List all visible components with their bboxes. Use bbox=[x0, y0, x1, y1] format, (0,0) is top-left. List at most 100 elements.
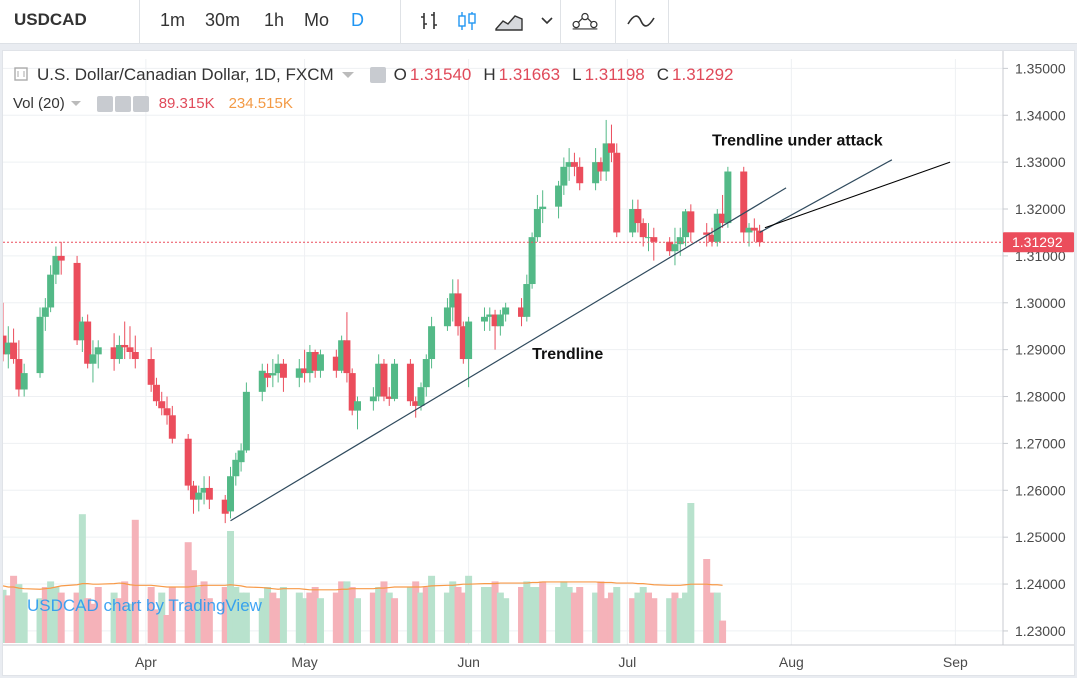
area-style-icon[interactable] bbox=[494, 6, 524, 36]
candle-body bbox=[221, 499, 229, 514]
volume-bar bbox=[274, 598, 282, 643]
time-tick-label: Apr bbox=[135, 654, 157, 670]
volume-bar bbox=[666, 598, 674, 643]
volume-bar bbox=[110, 592, 118, 643]
candle-body bbox=[264, 373, 272, 378]
interval-1m-button[interactable]: 1m bbox=[160, 10, 186, 30]
volume-bar bbox=[629, 598, 637, 643]
volume-bar bbox=[147, 587, 155, 643]
candle-body bbox=[375, 363, 383, 397]
candle-body bbox=[89, 354, 97, 364]
candle-body bbox=[645, 237, 653, 239]
volume-bar bbox=[428, 575, 436, 643]
volume-bar bbox=[486, 587, 494, 643]
last-price-value: 1.31292 bbox=[1012, 234, 1063, 250]
volume-bar bbox=[687, 503, 695, 643]
series-menu-chevron-icon[interactable] bbox=[340, 69, 356, 81]
chart-panel[interactable]: Trendline Trendline under attack 1.35000… bbox=[2, 50, 1075, 676]
candle-body bbox=[607, 143, 615, 153]
volume-title: Vol (20) bbox=[13, 95, 65, 112]
high-value: 1.31663 bbox=[498, 65, 561, 84]
interval-mo-button[interactable]: Mo bbox=[304, 10, 330, 30]
volume-bar bbox=[57, 592, 65, 643]
volume-bar bbox=[269, 592, 277, 643]
candle-body bbox=[332, 356, 340, 371]
candle-body bbox=[533, 209, 541, 238]
candle-body bbox=[629, 209, 637, 233]
volume-menu-chevron-icon[interactable] bbox=[69, 99, 83, 109]
volume-bar bbox=[703, 559, 711, 643]
indicators-icon[interactable] bbox=[570, 6, 600, 36]
candle-body bbox=[311, 352, 319, 371]
candle-body bbox=[15, 359, 23, 390]
price-chart[interactable]: Trendline Trendline under attack 1.35000… bbox=[3, 51, 1074, 675]
candle-style-icon[interactable] bbox=[452, 6, 482, 36]
candle-body bbox=[52, 255, 60, 275]
interval-30m-button[interactable]: 30m bbox=[205, 10, 241, 30]
volume-bar bbox=[555, 587, 563, 643]
volume-bar bbox=[36, 598, 44, 643]
volume-bar bbox=[634, 592, 642, 643]
symbol-search[interactable]: USDCAD bbox=[14, 10, 87, 29]
time-tick-label: Sep bbox=[943, 654, 968, 670]
high-label: H bbox=[483, 65, 496, 84]
price-tick-label: 1.32000 bbox=[1015, 201, 1066, 217]
candle-body bbox=[406, 363, 414, 402]
candle-body bbox=[740, 171, 748, 233]
volume-bar bbox=[89, 603, 97, 643]
volume-bar bbox=[10, 575, 18, 643]
candle-body bbox=[227, 476, 235, 512]
volume-bar bbox=[221, 587, 229, 643]
candle-body bbox=[78, 321, 86, 341]
candle-body bbox=[560, 166, 568, 186]
compare-icon[interactable] bbox=[626, 6, 656, 36]
interval-1h-button[interactable]: 1h bbox=[264, 10, 285, 30]
toolbar-divider bbox=[400, 0, 401, 44]
volume-bar bbox=[84, 598, 92, 643]
candle-body bbox=[597, 162, 605, 172]
volume-bar bbox=[264, 587, 272, 643]
volume-bar bbox=[465, 575, 473, 643]
toolbar-divider bbox=[560, 0, 561, 44]
candle-body bbox=[555, 185, 563, 207]
series-title: U.S. Dollar/Canadian Dollar, 1D, FXCM bbox=[37, 65, 334, 84]
close-icon[interactable] bbox=[132, 95, 149, 112]
candle-body bbox=[232, 459, 240, 477]
volume-bar bbox=[295, 592, 303, 643]
chevron-down-icon[interactable] bbox=[532, 6, 562, 36]
candle-body bbox=[41, 307, 49, 317]
candle-body bbox=[242, 391, 250, 451]
price-tick-label: 1.33000 bbox=[1015, 154, 1066, 170]
low-value: 1.31198 bbox=[584, 65, 645, 84]
candle-body bbox=[126, 347, 134, 352]
bar-style-icon[interactable] bbox=[414, 6, 444, 36]
candle-body bbox=[454, 293, 462, 327]
candle-body bbox=[200, 487, 208, 493]
volume-bar bbox=[480, 587, 488, 643]
eye-icon[interactable] bbox=[96, 95, 113, 112]
volume-bar bbox=[121, 581, 129, 643]
candle-body bbox=[57, 255, 65, 261]
price-tick-label: 1.35000 bbox=[1015, 60, 1066, 76]
hide-series-icon[interactable] bbox=[13, 66, 31, 84]
candle-body bbox=[274, 363, 282, 374]
eye-icon[interactable] bbox=[369, 67, 386, 83]
volume-bar bbox=[502, 598, 510, 643]
candle-body bbox=[570, 162, 578, 167]
candle-body bbox=[666, 241, 674, 252]
volume-bar bbox=[311, 587, 319, 643]
candle-body bbox=[459, 326, 467, 360]
interval-d-button[interactable]: D bbox=[351, 10, 364, 30]
volume-bar bbox=[639, 587, 647, 643]
volume-bar bbox=[168, 587, 176, 643]
top-toolbar: USDCAD 1m 30m 1h Mo D bbox=[0, 0, 1077, 44]
candle-body bbox=[131, 352, 139, 360]
volume-bar bbox=[412, 581, 420, 643]
candle-body bbox=[269, 373, 277, 376]
volume-bar bbox=[115, 598, 123, 643]
price-axis: 1.350001.340001.330001.320001.310001.300… bbox=[1003, 60, 1066, 639]
close-label: C bbox=[656, 65, 670, 84]
open-label: O bbox=[393, 65, 407, 84]
volume-bar bbox=[523, 581, 531, 643]
gear-icon[interactable] bbox=[114, 95, 131, 112]
